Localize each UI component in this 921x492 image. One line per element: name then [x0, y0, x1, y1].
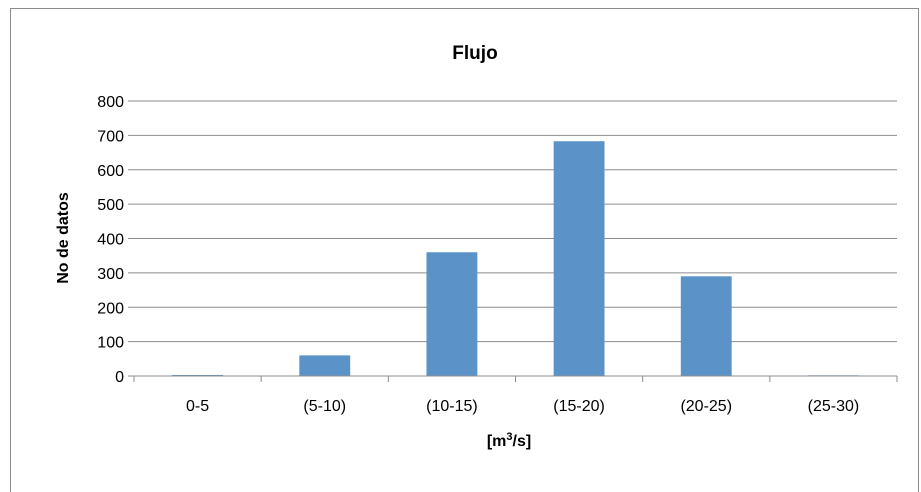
x-tick-label: (10-15)	[426, 398, 478, 415]
y-tick-labels: 0 100 200 300 400 500 600 700 800	[97, 94, 124, 386]
chart-title: Flujo	[452, 43, 497, 64]
x-axis-label-tail: /s]	[513, 433, 532, 450]
x-tick-label: (25-30)	[808, 398, 860, 415]
gridlines	[128, 100, 897, 377]
y-tick-label: 400	[97, 232, 124, 249]
x-tick-label: (20-25)	[680, 398, 732, 415]
x-tick-label: 0-5	[186, 398, 209, 415]
y-tick-label: 700	[97, 128, 124, 145]
bar	[426, 252, 478, 376]
x-tick-label: (5-10)	[303, 398, 346, 415]
y-tick-label: 0	[115, 369, 124, 386]
y-tick-label: 100	[97, 335, 124, 352]
x-axis-label: [m3/s]	[487, 431, 531, 450]
y-tick-label: 300	[97, 266, 124, 283]
bars	[172, 141, 859, 376]
x-tick-labels: 0-5 (5-10) (10-15) (15-20) (20-25) (25-30)	[186, 398, 859, 415]
y-tick-label: 500	[97, 197, 124, 214]
bar	[553, 141, 605, 376]
bar	[172, 374, 224, 376]
x-tick-label: (15-20)	[553, 398, 605, 415]
bar	[299, 355, 351, 376]
x-axis-label-superscript: 3	[506, 431, 512, 443]
x-axis	[133, 375, 898, 382]
y-tick-label: 600	[97, 163, 124, 180]
y-axis-label: No de datos	[55, 192, 72, 284]
y-tick-label: 200	[97, 300, 124, 317]
chart-frame	[10, 8, 919, 492]
bar	[680, 276, 732, 376]
x-axis-label-main: [m	[487, 433, 507, 450]
y-tick-label: 800	[97, 94, 124, 111]
